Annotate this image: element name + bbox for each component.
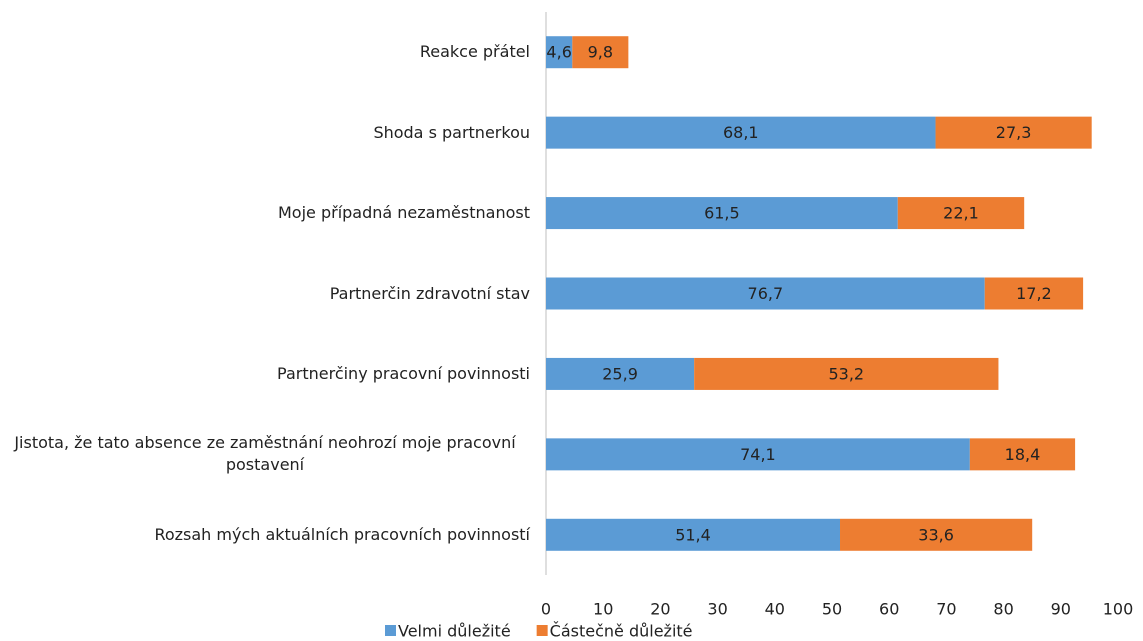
bar-segment (897, 197, 1025, 230)
bar-segment (694, 357, 999, 390)
x-tick-label: 0 (541, 600, 551, 619)
x-tick-label: 100 (1103, 600, 1134, 619)
bar-segment (546, 518, 841, 551)
bar-segment (546, 36, 573, 69)
category-label-box: Jistota, že tato absence ze zaměstnání n… (0, 424, 530, 484)
category-label-box: Rozsah mých aktuálních pracovních povinn… (0, 505, 530, 565)
y-tick-label: Moje případná nezaměstnanost (277, 203, 530, 223)
bar-segment (546, 197, 898, 230)
x-tick-label: 60 (879, 600, 899, 619)
bar-segment (546, 116, 936, 149)
data-label: 68,1 (723, 123, 759, 142)
bar-segment (546, 277, 985, 310)
data-label: 17,2 (1016, 284, 1052, 303)
data-label: 18,4 (1005, 445, 1041, 464)
data-label: 25,9 (602, 364, 638, 383)
bar-segment (572, 36, 629, 69)
category-label-box: Moje případná nezaměstnanost (0, 183, 530, 243)
y-tick-label: Partnerčin zdravotní stav (329, 283, 530, 303)
x-tick-label: 10 (593, 600, 613, 619)
data-label: 51,4 (675, 525, 711, 544)
legend-swatch (385, 625, 396, 636)
data-label: 74,1 (740, 445, 776, 464)
data-label: 61,5 (704, 204, 740, 223)
x-tick-label: 80 (993, 600, 1013, 619)
bar-segment (969, 438, 1076, 471)
data-label: 22,1 (943, 204, 979, 223)
bar-segment (984, 277, 1084, 310)
bar-segment (840, 518, 1033, 551)
data-label: 9,8 (588, 43, 613, 62)
legend-swatch (536, 625, 548, 636)
x-tick-label: 30 (707, 600, 727, 619)
data-label: 27,3 (996, 123, 1032, 142)
legend-label: Částečně důležité (550, 622, 693, 641)
x-tick-label: 50 (822, 600, 842, 619)
y-tick-label: Shoda s partnerkou (373, 122, 530, 142)
x-tick-label: 70 (936, 600, 956, 619)
legend-label: Velmi důležité (398, 622, 511, 641)
y-tick-label: Partnerčiny pracovní povinnosti (277, 363, 530, 383)
category-label-box: Reakce přátel (0, 22, 530, 82)
y-tick-label: Rozsah mých aktuálních pracovních povinn… (154, 524, 530, 544)
bar-segment (935, 116, 1092, 149)
y-tick-label: Jistota, že tato absence ze zaměstnání n… (14, 433, 516, 475)
y-tick-label: Reakce přátel (419, 42, 530, 62)
x-tick-label: 40 (765, 600, 785, 619)
category-label-box: Shoda s partnerkou (0, 103, 530, 163)
category-label-box: Partnerčin zdravotní stav (0, 264, 530, 324)
data-label: 53,2 (828, 364, 864, 383)
data-label: 4,6 (546, 43, 571, 62)
bar-segment (546, 357, 695, 390)
category-label-box: Partnerčiny pracovní povinnosti (0, 344, 530, 404)
data-label: 33,6 (918, 525, 954, 544)
x-tick-label: 90 (1051, 600, 1071, 619)
data-label: 76,7 (748, 284, 784, 303)
bar-segment (546, 438, 970, 471)
x-tick-label: 20 (650, 600, 670, 619)
